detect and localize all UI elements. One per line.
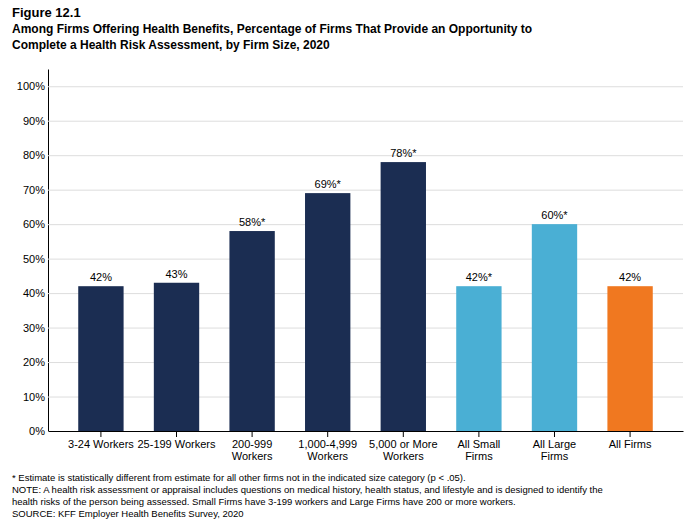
y-tick: 0%	[29, 425, 683, 437]
y-axis-line	[48, 70, 49, 432]
bar	[305, 193, 350, 431]
subtitle: Complete a Health Risk Assessment, by Fi…	[12, 38, 330, 52]
tick-mark	[478, 431, 479, 437]
title: Figure 12.1	[12, 5, 81, 20]
x-tick-label: 200-999Workers	[232, 438, 273, 463]
tick-mark	[403, 431, 404, 437]
x-tick-label: 1,000-4,999Workers	[298, 438, 357, 463]
bar	[229, 231, 274, 431]
tick-mark	[630, 431, 631, 437]
y-tick-label: 30%	[23, 322, 45, 334]
x-tick: 1,000-4,999Workers	[298, 431, 357, 462]
bar	[154, 283, 199, 431]
grid-line	[48, 293, 683, 294]
footnote: * Estimate is statistically different fr…	[12, 472, 466, 483]
footnote: SOURCE: KFF Employer Health Benefits Sur…	[12, 508, 244, 519]
x-axis: 3-24 Workers25-199 Workers 200-999Workers…	[49, 431, 684, 462]
x-tick-label: All SmallFirms	[457, 438, 500, 463]
y-tick-label: 70%	[23, 184, 45, 196]
data-label: 60%*	[541, 209, 568, 221]
x-tick-label: 25-199 Workers	[137, 438, 216, 450]
tick-mark	[252, 431, 253, 437]
grid-line	[48, 190, 683, 191]
data-label: 42%	[90, 271, 112, 283]
grid-line	[48, 121, 683, 122]
data-label: 43%	[165, 268, 187, 280]
grid-line	[48, 397, 683, 398]
bar	[381, 162, 426, 431]
y-tick-label: 20%	[23, 356, 45, 368]
x-tick: All Firms	[609, 431, 652, 450]
data-label: 58%*	[239, 216, 266, 228]
grid-line	[48, 224, 683, 225]
y-tick-label: 10%	[23, 391, 45, 403]
x-tick: 3-24 Workers	[68, 431, 134, 450]
y-tick: 70%	[23, 184, 683, 196]
y-tick-label: 0%	[29, 425, 45, 437]
data-labels: 42% 43% 58%* 69%* 78%* 42%* 60%* 42%	[90, 147, 641, 283]
x-tick: 5,000 or MoreWorkers	[369, 431, 437, 462]
x-tick-label: 5,000 or MoreWorkers	[369, 438, 437, 463]
y-axis: 0% 10% 20% 30% 40% 50% 60% 70% 80% 90% 100%	[17, 70, 683, 438]
data-label: 42%	[619, 271, 641, 283]
x-tick-label: All LargeFirms	[533, 438, 576, 463]
plot: 0% 10% 20% 30% 40% 50% 60% 70% 80% 90% 100% 3-24 Wo…	[17, 70, 684, 463]
y-tick-label: 100%	[17, 80, 45, 92]
grid-line	[48, 362, 683, 363]
bars	[78, 162, 653, 431]
footnote: health risks of the person being assesse…	[12, 496, 516, 507]
x-tick: All SmallFirms	[457, 431, 500, 462]
y-tick: 80%	[23, 149, 683, 161]
bar	[532, 224, 577, 431]
grid-line	[48, 431, 683, 432]
x-tick: All LargeFirms	[533, 431, 576, 462]
data-label: 78%*	[390, 147, 417, 159]
y-tick: 60%	[23, 218, 683, 230]
grid-line	[48, 155, 683, 156]
y-tick: 100%	[17, 80, 683, 92]
y-tick-label: 50%	[23, 253, 45, 265]
x-tick: 200-999Workers	[232, 431, 273, 462]
bar	[607, 286, 652, 431]
data-label: 69%*	[315, 178, 342, 190]
x-tick-label: 3-24 Workers	[68, 438, 134, 450]
y-tick-label: 40%	[23, 287, 45, 299]
y-tick: 90%	[23, 115, 683, 127]
grid-line	[48, 259, 683, 260]
y-tick-label: 60%	[23, 218, 45, 230]
tick-mark	[100, 431, 101, 437]
grid-line	[48, 328, 683, 329]
chart: Figure 12.1 Among Firms Offering Health B…	[0, 0, 698, 525]
tick-mark	[554, 431, 555, 437]
y-tick-label: 80%	[23, 149, 45, 161]
y-tick-label: 90%	[23, 115, 45, 127]
tick-mark	[176, 431, 177, 437]
y-tick: 50%	[23, 253, 683, 265]
x-tick-label: All Firms	[609, 438, 652, 450]
footnote: NOTE: A health risk assessment or apprai…	[12, 484, 603, 495]
tick-mark	[327, 431, 328, 437]
grid-line	[48, 86, 683, 87]
x-axis-line	[49, 431, 684, 432]
bar	[456, 286, 501, 431]
x-tick: 25-199 Workers	[137, 431, 216, 450]
bar	[78, 286, 123, 431]
data-label: 42%*	[466, 271, 493, 283]
subtitle: Among Firms Offering Health Benefits, Pe…	[12, 22, 532, 36]
